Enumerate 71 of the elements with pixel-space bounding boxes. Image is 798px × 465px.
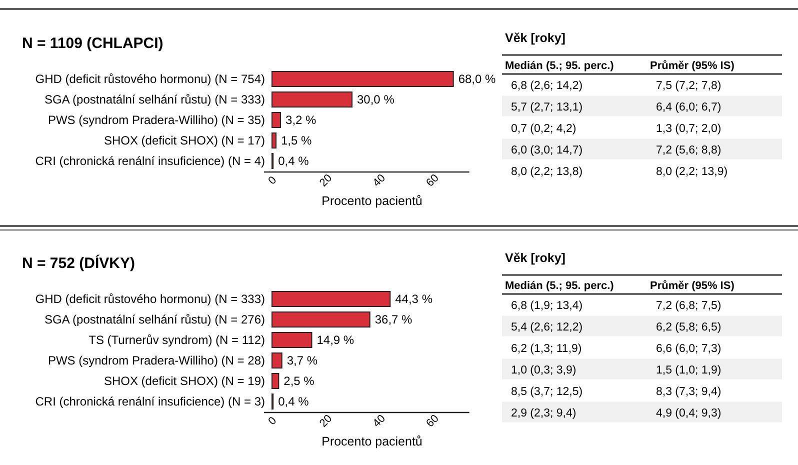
text: N = 752 (DÍVKY) xyxy=(22,254,135,272)
y-tick-label: TS (Turnerův syndrom) (N = 112) xyxy=(88,333,265,347)
y-tick-label: GHD (deficit růstového hormonu) (N = 754) xyxy=(35,72,265,86)
y-tick-label: GHD (deficit růstového hormonu) (N = 333) xyxy=(35,292,265,306)
data-label: 1,5 % xyxy=(281,134,312,148)
text: 2,9 (2,3; 9,4) xyxy=(511,408,576,420)
bar xyxy=(272,373,280,389)
category-label: Medián (5.; 95. perc.) xyxy=(505,60,614,72)
text: 5,7 (2,7; 13,1) xyxy=(511,102,583,114)
y-tick-label: SHOX (deficit SHOX) (N = 19) xyxy=(104,374,265,388)
text: 6,4 (6,0; 6,7) xyxy=(656,102,722,114)
text: 6,8 (1,9; 13,4) xyxy=(511,300,583,312)
y-tick-label: PWS (syndrom Pradera-Williho) (N = 35) xyxy=(48,113,265,127)
category-label: Průměr (95% IS) xyxy=(650,280,735,292)
x-tick-label: 0 xyxy=(266,174,280,188)
data-label: 14,9 % xyxy=(316,333,354,347)
bar xyxy=(272,332,312,348)
bar xyxy=(272,291,391,307)
text: 1,0 (0,3; 3,9) xyxy=(511,364,576,376)
text: 0,7 (0,2; 4,2) xyxy=(511,123,576,135)
category-label: Medián (5.; 95. perc.) xyxy=(505,280,614,292)
bar xyxy=(272,312,370,328)
data-label: 2,5 % xyxy=(284,374,315,388)
data-label: 30,0 % xyxy=(357,92,395,106)
x-tick-label: 60 xyxy=(424,172,442,190)
bar xyxy=(272,112,282,128)
text: 6,2 (1,3; 11,9) xyxy=(511,343,582,355)
text: 8,3 (7,3; 9,4) xyxy=(656,386,722,398)
y-tick-label: SHOX (deficit SHOX) (N = 17) xyxy=(104,134,265,148)
bar xyxy=(272,71,454,87)
x-axis-title: Procento pacientů xyxy=(322,434,422,448)
y-tick-label: CRI (chronická renální insuficience) (N = 4) xyxy=(35,154,265,168)
data-label: 0,4 % xyxy=(278,154,310,168)
text: 6,0 (3,0; 14,7) xyxy=(511,144,583,156)
text: 4,9 (0,4; 9,3) xyxy=(656,408,722,420)
text: 1,3 (0,7; 2,0) xyxy=(656,123,722,135)
x-tick-label: 20 xyxy=(317,412,335,430)
y-tick-label: PWS (syndrom Pradera-Williho) (N = 28) xyxy=(48,354,265,368)
text: 8,0 (2,2; 13,8) xyxy=(511,166,583,178)
x-axis-title: Procento pacientů xyxy=(322,194,422,208)
bar xyxy=(272,352,282,368)
data-label: 3,7 % xyxy=(286,354,318,368)
data-label: 68,0 % xyxy=(458,72,496,86)
y-tick-label: SGA (postnatální selhání růstu) (N = 276) xyxy=(44,312,265,326)
text: 1,5 (1,0; 1,9) xyxy=(656,364,722,376)
text: 8,0 (2,2; 13,9) xyxy=(656,166,728,178)
x-tick-label: 60 xyxy=(424,412,442,430)
y-tick-label: CRI (chronická renální insuficience) (N = 3) xyxy=(35,394,265,408)
y-tick-label: SGA (postnatální selhání růstu) (N = 333) xyxy=(44,92,265,106)
bar xyxy=(272,132,276,148)
x-tick-label: 40 xyxy=(370,412,388,430)
text: 8,5 (3,7; 12,5) xyxy=(511,386,583,398)
x-tick-label: 0 xyxy=(266,414,280,428)
text: Věk [roky] xyxy=(505,251,566,265)
data-label: 0,4 % xyxy=(278,394,310,408)
bar xyxy=(272,92,352,108)
text: 6,2 (5,8; 6,5) xyxy=(656,322,722,334)
data-label: 36,7 % xyxy=(374,312,413,326)
data-label: 44,3 % xyxy=(395,292,433,306)
text: 6,8 (2,6; 14,2) xyxy=(511,80,583,92)
x-tick-label: 20 xyxy=(317,172,335,190)
text: 5,4 (2,6; 12,2) xyxy=(511,322,583,334)
text: 6,6 (6,0; 7,3) xyxy=(656,343,722,355)
category-label: Průměr (95% IS) xyxy=(650,60,735,72)
x-tick-label: 40 xyxy=(370,172,388,190)
text: Věk [roky] xyxy=(505,31,566,45)
data-label: 3,2 % xyxy=(286,113,317,127)
text: 7,2 (6,8; 7,5) xyxy=(656,300,722,312)
text: 7,5 (7,2; 7,8) xyxy=(656,80,722,92)
text: 7,2 (5,6; 8,8) xyxy=(656,144,722,156)
text: N = 1109 (CHLAPCI) xyxy=(22,35,164,52)
